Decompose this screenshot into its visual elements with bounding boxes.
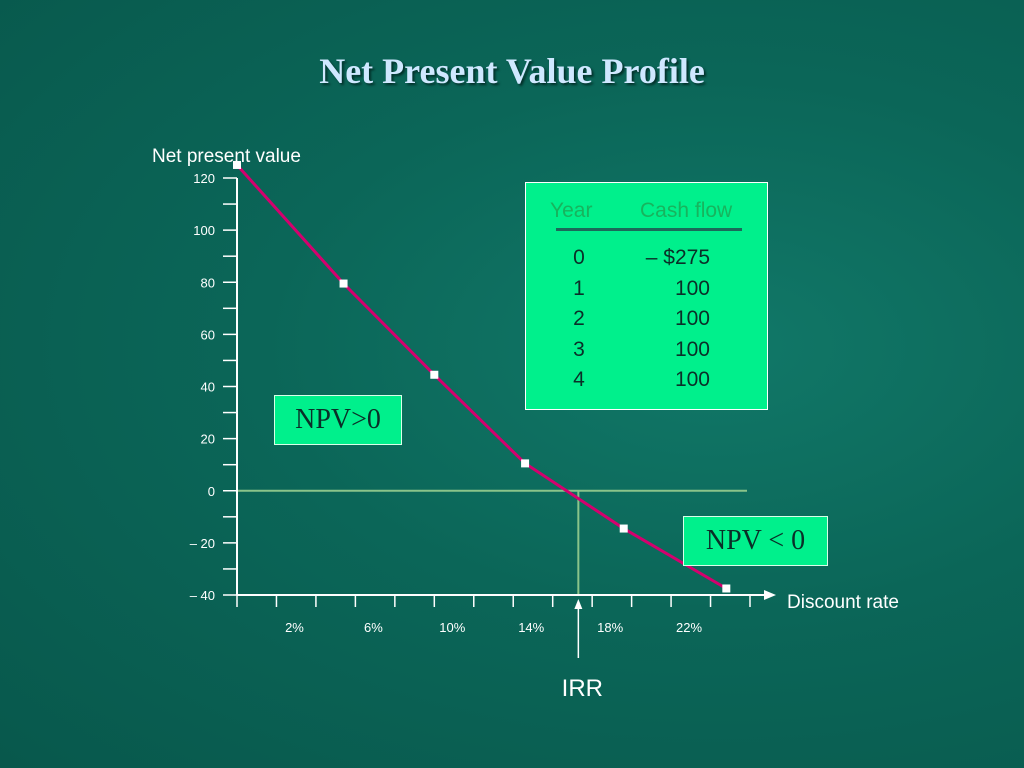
header-cash-flow: Cash flow — [640, 199, 733, 222]
x-tick-label: 2% — [285, 620, 304, 635]
data-point — [521, 459, 530, 468]
y-tick-label: 20 — [201, 432, 215, 447]
y-tick-label: 0 — [208, 484, 215, 499]
data-point — [619, 524, 628, 533]
x-tick-label: 22% — [676, 620, 702, 635]
irr-label: IRR — [562, 675, 603, 702]
y-tick-label: – 40 — [190, 588, 215, 603]
x-tick-label: 14% — [518, 620, 544, 635]
table-row: 3 100 — [526, 338, 769, 369]
cash-flow-rows: 0 – $275 1 100 2 100 3 100 4 100 — [526, 246, 769, 399]
y-tick-label: 100 — [193, 223, 215, 238]
irr-arrow-head — [574, 599, 583, 609]
cash-flow-cell: 100 — [674, 337, 710, 361]
y-axis-label: Net present value — [152, 146, 301, 167]
table-row: 4 100 — [526, 368, 769, 399]
npv-positive-callout: NPV>0 — [274, 395, 402, 445]
y-tick-label: 40 — [201, 380, 215, 395]
cash-flow-cell: 100 — [674, 368, 710, 391]
page-title: Net Present Value Profile — [319, 51, 705, 91]
table-row: 0 – $275 — [526, 246, 769, 277]
npv-line — [235, 163, 728, 590]
year-cell: 2 — [573, 307, 585, 330]
header-divider — [556, 228, 742, 231]
x-tick-label: 10% — [439, 620, 465, 635]
data-point — [339, 279, 348, 288]
year-cell: 1 — [573, 276, 585, 300]
table-row: 1 100 — [526, 277, 769, 308]
year-cell: 4 — [573, 368, 585, 391]
y-tick-label: 120 — [193, 171, 215, 186]
cash-flow-cell: 100 — [674, 307, 710, 330]
data-point — [722, 584, 731, 593]
x-tick-label: 6% — [364, 620, 383, 635]
cash-flow-cell: 100 — [674, 276, 710, 300]
year-cell: 0 — [573, 246, 585, 269]
y-tick-label: 80 — [201, 275, 215, 290]
npv-negative-callout: NPV < 0 — [683, 516, 828, 566]
header-year: Year — [550, 199, 593, 222]
cash-flow-table: Year Cash flow 0 – $275 1 100 2 100 3 10… — [525, 182, 768, 410]
y-tick-label: – 20 — [190, 536, 215, 551]
y-tick-label: 60 — [201, 327, 215, 342]
cash-flow-cell: – $275 — [645, 246, 710, 269]
grid-layer — [237, 489, 747, 595]
x-axis-label: Discount rate — [787, 592, 899, 613]
x-axis-arrow — [764, 590, 776, 600]
cash-flow-table-header: Year Cash flow — [526, 199, 769, 225]
data-point — [233, 160, 241, 169]
x-tick-label: 18% — [597, 620, 623, 635]
table-row: 2 100 — [526, 307, 769, 338]
series-layer — [233, 160, 731, 593]
year-cell: 3 — [573, 337, 585, 361]
data-point — [430, 370, 439, 379]
